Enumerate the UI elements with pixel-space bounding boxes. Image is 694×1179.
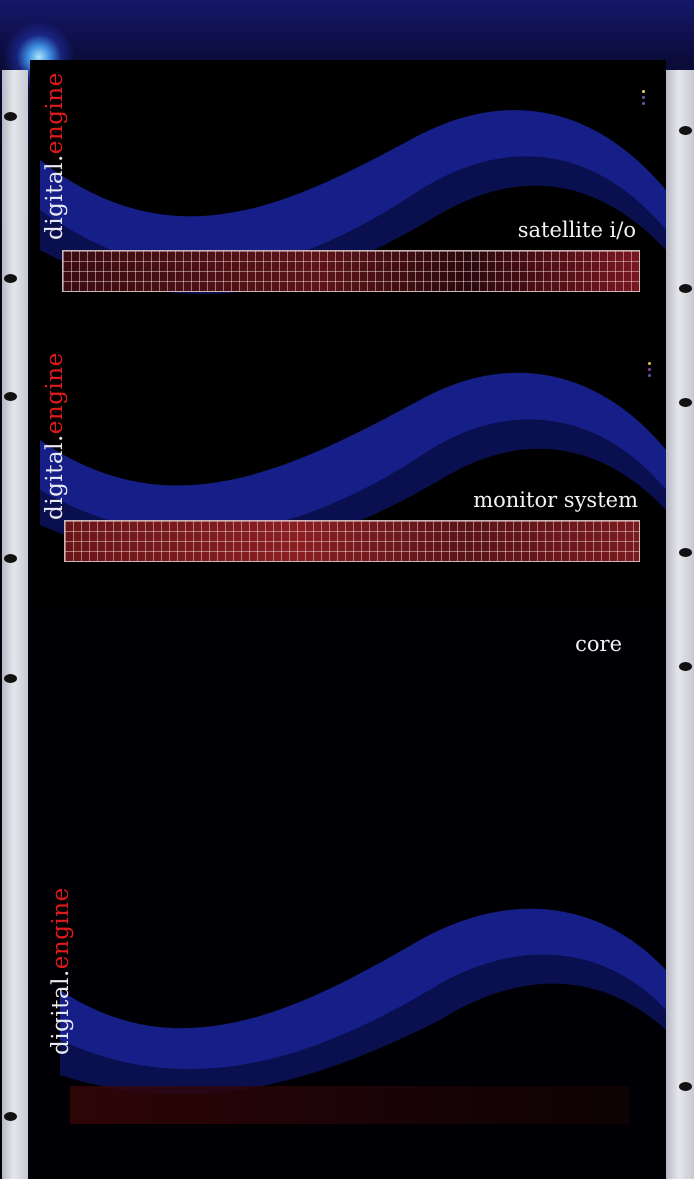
perforation-hole: [679, 1082, 692, 1091]
perforation-hole: [679, 548, 692, 557]
brand-logo: digital.engine: [48, 887, 74, 1055]
perforation-hole: [679, 126, 692, 135]
perforation-hole: [4, 674, 17, 683]
brand-logo: digital.engine: [42, 352, 68, 520]
faded-data-bar: [70, 1086, 630, 1124]
perforation-hole: [679, 284, 692, 293]
panel-satellite-io: digital.engine satellite i/o: [30, 60, 666, 330]
brand-logo: digital.engine: [42, 72, 68, 240]
wave-graphic: [60, 908, 666, 1095]
brand-part-engine: engine: [48, 887, 74, 970]
perforation-hole: [4, 554, 17, 563]
data-grid-satellite-io: [62, 250, 640, 292]
brand-part-digital: digital.: [48, 969, 74, 1055]
panel-core: core digital.engine: [30, 610, 666, 1179]
brand-part-digital: digital.: [42, 154, 68, 240]
perforation-hole: [4, 1112, 17, 1121]
wave-graphic: [40, 372, 666, 558]
panel-monitor-system: digital.engine monitor system: [30, 330, 666, 610]
indicator-dots: [642, 90, 645, 108]
section-label-monitor-system: monitor system: [473, 488, 638, 512]
perforation-hole: [679, 398, 692, 407]
right-film-strip: [666, 70, 694, 1179]
perforation-hole: [4, 112, 17, 121]
perforation-hole: [4, 274, 17, 283]
section-label-core: core: [575, 632, 622, 656]
data-grid-monitor-system: [64, 520, 640, 562]
brand-part-digital: digital.: [42, 434, 68, 520]
left-film-strip: [2, 70, 28, 1179]
wave-graphic: [40, 110, 666, 295]
perforation-hole: [679, 662, 692, 671]
perforation-hole: [4, 392, 17, 401]
brand-part-engine: engine: [42, 352, 68, 435]
brand-part-engine: engine: [42, 72, 68, 155]
section-label-satellite-io: satellite i/o: [517, 218, 636, 242]
indicator-dots: [648, 362, 651, 380]
